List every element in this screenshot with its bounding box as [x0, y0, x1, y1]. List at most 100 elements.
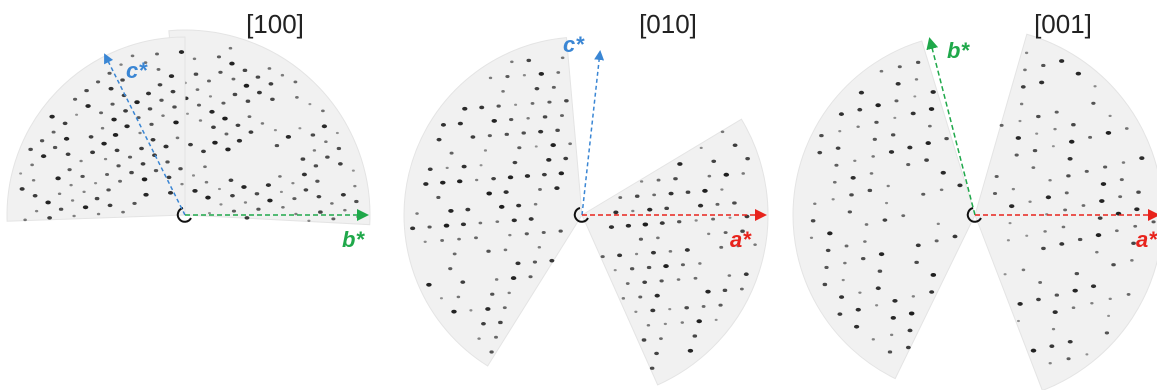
spot [465, 208, 470, 212]
spot [111, 118, 116, 122]
spot [1098, 216, 1103, 219]
spot [154, 169, 158, 172]
spot [1023, 69, 1027, 72]
spot [109, 87, 114, 91]
spot [622, 297, 625, 300]
spot [505, 133, 509, 136]
spot [916, 244, 921, 248]
spot [224, 133, 228, 136]
spot [647, 266, 651, 269]
spot [564, 99, 569, 102]
spot [129, 171, 134, 174]
spot [28, 148, 33, 151]
spot [1018, 120, 1021, 122]
spot [244, 201, 247, 203]
spot [1099, 199, 1104, 203]
spot [489, 350, 493, 353]
spot [817, 151, 822, 154]
spot [89, 135, 94, 138]
spot [517, 146, 521, 149]
spot [724, 173, 730, 177]
spot [321, 109, 325, 112]
spot [1085, 353, 1088, 355]
spot [69, 184, 72, 186]
spot [711, 160, 716, 163]
spot [281, 206, 285, 209]
spot [55, 176, 60, 180]
spot [528, 275, 532, 278]
spot [448, 209, 453, 213]
spot [534, 203, 538, 206]
spot [495, 220, 499, 223]
spot [95, 197, 100, 200]
spot [82, 191, 85, 193]
spot [488, 134, 492, 137]
spot [353, 185, 356, 187]
spot [266, 183, 271, 187]
spot [314, 164, 318, 167]
spot [1096, 233, 1102, 237]
spot [116, 164, 120, 167]
spot [477, 337, 480, 339]
spot [84, 89, 89, 92]
spot [275, 144, 279, 147]
spot [626, 282, 630, 285]
spot [49, 115, 54, 119]
spot [30, 164, 34, 167]
spot [96, 80, 100, 83]
spot [205, 196, 211, 200]
spot [229, 62, 234, 66]
spot [165, 160, 169, 163]
spot [660, 221, 665, 225]
spot [525, 174, 530, 178]
spot [480, 164, 483, 166]
spot [906, 163, 910, 166]
spot [695, 219, 698, 221]
spot [141, 162, 146, 165]
spot [33, 194, 38, 198]
spot [875, 103, 881, 107]
spot [161, 114, 164, 117]
spot [113, 133, 119, 137]
spot [677, 162, 682, 166]
spot [848, 210, 852, 213]
spot [931, 90, 936, 94]
axis-label: a* [730, 227, 752, 252]
spot [837, 312, 842, 316]
spot [547, 101, 551, 104]
spot [489, 77, 492, 80]
spot [635, 253, 638, 255]
spot [940, 188, 944, 191]
spot [833, 181, 837, 184]
spot [865, 223, 869, 226]
wedge [975, 34, 1157, 390]
spot [101, 127, 104, 130]
spot [1122, 161, 1125, 164]
spot [1103, 165, 1107, 168]
spot [871, 155, 875, 158]
spot [499, 205, 505, 209]
spot [97, 213, 100, 216]
spot [1095, 251, 1098, 254]
spot [508, 175, 513, 179]
spot [324, 140, 328, 143]
spot [1068, 340, 1073, 344]
spot [546, 158, 551, 162]
spot [700, 147, 703, 149]
spot [533, 260, 537, 263]
spot [232, 78, 236, 81]
spot [729, 217, 732, 219]
spot [1085, 170, 1089, 173]
spot [728, 274, 732, 277]
spot [1015, 153, 1019, 156]
spot [248, 115, 252, 118]
spot [1136, 191, 1141, 194]
spot [1021, 85, 1026, 89]
spot [1009, 204, 1014, 208]
spot [892, 299, 897, 303]
spot [1052, 328, 1055, 330]
spot [229, 179, 234, 182]
spot [171, 90, 176, 94]
spot [832, 198, 835, 200]
panel-title: [100] [246, 9, 304, 39]
